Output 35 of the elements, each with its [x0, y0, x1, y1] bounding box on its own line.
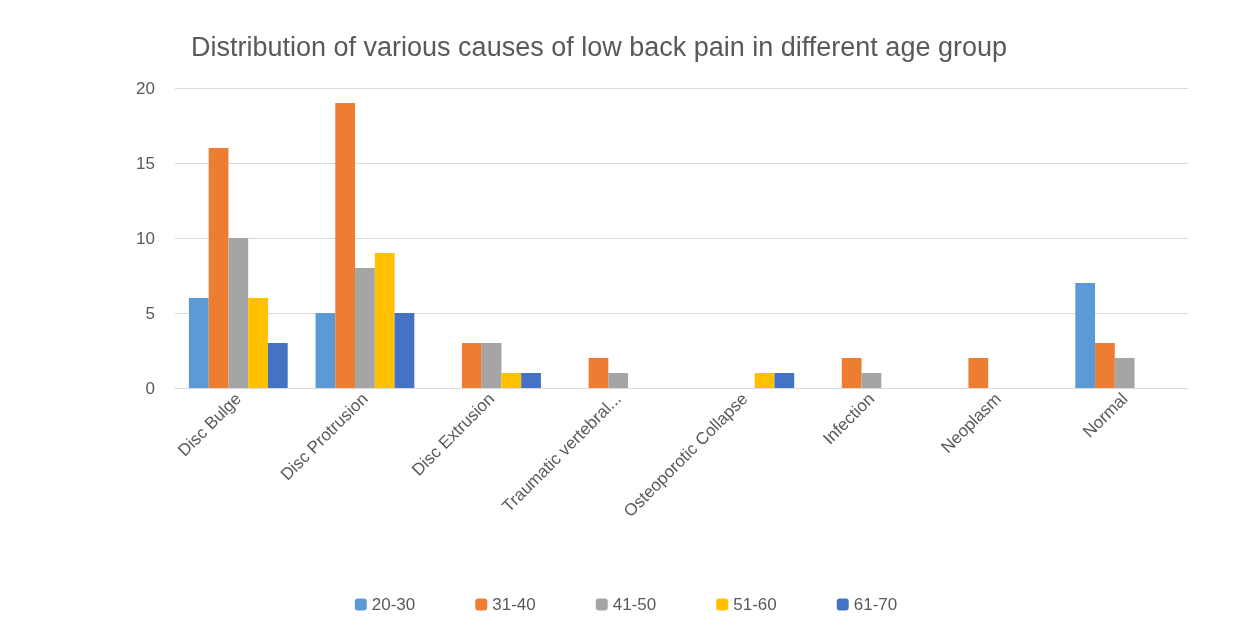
bar	[968, 358, 989, 388]
bar	[335, 103, 356, 388]
bar	[481, 343, 502, 388]
bar	[1075, 283, 1096, 388]
legend-label: 61-70	[853, 595, 898, 614]
legend-label: 20-30	[371, 595, 416, 614]
bar	[188, 298, 209, 388]
legend-label: 51-60	[733, 595, 777, 614]
bar	[501, 373, 522, 388]
bar	[521, 373, 541, 388]
legend-label: 41-50	[612, 595, 657, 614]
y-tick-label: 20	[136, 78, 155, 98]
bar	[588, 358, 609, 388]
y-tick-label: 15	[136, 153, 155, 173]
bar	[754, 373, 775, 388]
bar	[355, 268, 375, 388]
bar	[228, 238, 249, 388]
bar	[394, 313, 415, 388]
bar	[1114, 358, 1135, 388]
bar	[267, 343, 288, 388]
y-tick-label: 5	[145, 303, 155, 323]
bar	[374, 253, 395, 388]
y-tick-label: 0	[145, 378, 155, 398]
bar	[841, 358, 862, 388]
bar	[315, 313, 336, 388]
bar	[861, 373, 882, 388]
bar	[1095, 343, 1115, 388]
bar	[208, 148, 229, 388]
bar	[461, 343, 482, 388]
y-tick-label: 10	[136, 228, 155, 248]
bar	[608, 373, 629, 388]
bar	[248, 298, 268, 388]
chart-title: Distribution of various causes of low back pain in different age group	[191, 31, 1007, 62]
legend-label: 31-40	[492, 595, 536, 614]
bar	[774, 373, 795, 388]
